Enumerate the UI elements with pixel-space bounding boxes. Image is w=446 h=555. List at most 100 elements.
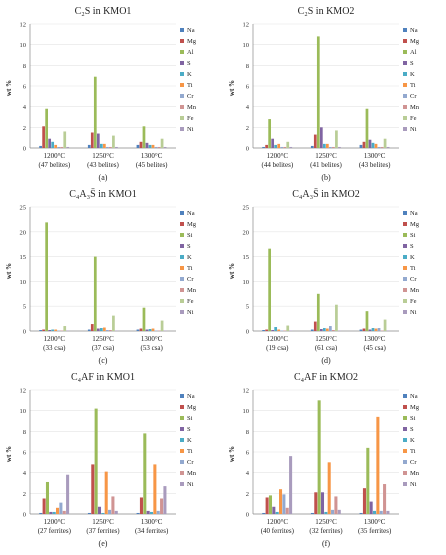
- bar-cr-2: [329, 326, 332, 331]
- legend-swatch-s: [180, 244, 184, 248]
- chart-title: C₄A₃S̄ in KMO2: [292, 188, 360, 200]
- legend-label: Ti: [410, 82, 416, 89]
- legend-swatch-mg: [403, 39, 407, 43]
- legend-swatch-cr: [180, 94, 184, 98]
- bar-ni-3: [164, 147, 167, 148]
- legend-label: Mg: [187, 404, 197, 411]
- legend-swatch-ti: [403, 83, 407, 87]
- bar-cr-1: [282, 494, 285, 514]
- y-tick-label: 25: [20, 205, 27, 212]
- y-tick-label: 0: [246, 512, 249, 519]
- legend-swatch-fe: [180, 299, 184, 303]
- bar-cr-1: [280, 147, 283, 148]
- bar-ti-2: [328, 462, 331, 514]
- legend-swatch-mn: [180, 471, 184, 475]
- legend-label: Na: [410, 27, 418, 34]
- bar-na-2: [88, 145, 91, 148]
- bar-si-1: [268, 249, 271, 331]
- x-tick-sublabel: (41 belites): [310, 161, 342, 169]
- legend-label: Cr: [410, 93, 417, 100]
- bar-si-1: [45, 222, 48, 331]
- bar-mn-2: [111, 496, 114, 514]
- legend-swatch-al: [403, 50, 407, 54]
- bar-k-3: [372, 143, 375, 148]
- bar-k-3: [149, 329, 152, 331]
- bar-k-1: [274, 327, 277, 331]
- legend-label: S: [187, 243, 191, 250]
- legend-swatch-ni: [403, 482, 407, 486]
- legend-swatch-ti: [180, 266, 184, 270]
- legend-label: K: [187, 71, 192, 78]
- bar-ni-1: [66, 475, 69, 514]
- x-tick-sublabel: (61 csa): [315, 344, 338, 352]
- bar-fe-1: [286, 326, 289, 331]
- y-tick-label: 25: [243, 205, 250, 212]
- y-tick-label: 15: [20, 254, 27, 261]
- legend-label: Si: [187, 232, 193, 239]
- bar-mg-2: [91, 324, 94, 331]
- bar-fe-3: [384, 320, 387, 331]
- legend-swatch-ti: [403, 449, 407, 453]
- legend-label: Ni: [187, 309, 194, 316]
- legend-swatch-fe: [403, 116, 407, 120]
- bar-s-2: [320, 127, 323, 148]
- bar-mn-1: [63, 511, 66, 514]
- bar-fe-1: [286, 142, 289, 148]
- y-tick-label: 6: [23, 450, 27, 457]
- legend-label: Cr: [410, 459, 417, 466]
- legend-label: Mn: [410, 470, 420, 477]
- bar-fe-2: [335, 130, 338, 148]
- bar-ti-1: [279, 489, 282, 514]
- bar-ti-3: [152, 329, 155, 331]
- x-tick-label: 1200°C: [267, 152, 289, 160]
- legend-swatch-mn: [403, 105, 407, 109]
- bar-si-2: [95, 409, 98, 514]
- bar-ti-2: [103, 144, 106, 148]
- bar-al-1: [268, 119, 271, 148]
- bar-cr-2: [331, 510, 334, 514]
- bar-ni-2: [338, 510, 341, 514]
- legend-label: Ni: [410, 126, 417, 133]
- bar-na-3: [137, 145, 140, 148]
- chart-title: C₄AF in KMO2: [294, 372, 358, 383]
- y-tick-label: 2: [246, 491, 249, 498]
- bar-ni-3: [386, 511, 389, 514]
- bar-cr-1: [59, 503, 62, 514]
- bar-na-3: [137, 330, 140, 331]
- x-tick-label: 1200°C: [44, 335, 66, 343]
- bar-fe-3: [161, 139, 164, 148]
- y-tick-label: 0: [246, 146, 249, 153]
- bar-ti-2: [326, 144, 329, 148]
- legend-swatch-ni: [403, 127, 407, 131]
- x-tick-sublabel: (45 belites): [136, 161, 168, 169]
- y-tick-label: 6: [23, 84, 27, 91]
- bar-ti-1: [54, 145, 57, 148]
- bar-al-3: [366, 109, 369, 148]
- bar-fe-2: [112, 136, 115, 148]
- legend-label: K: [410, 437, 415, 444]
- bar-na-3: [137, 513, 140, 514]
- legend-swatch-ni: [180, 482, 184, 486]
- bar-al-2: [94, 77, 97, 148]
- bar-cr-2: [108, 510, 111, 514]
- legend-swatch-ti: [180, 449, 184, 453]
- y-tick-label: 8: [23, 429, 26, 436]
- legend-swatch-fe: [180, 116, 184, 120]
- panel-label: (c): [99, 356, 108, 365]
- legend-label: Si: [410, 415, 416, 422]
- legend-swatch-s: [403, 244, 407, 248]
- bar-ti-3: [376, 417, 379, 514]
- legend-label: Mn: [410, 104, 420, 111]
- bar-na-1: [39, 146, 42, 148]
- legend-label: Ti: [187, 265, 193, 272]
- x-tick-label: 1300°C: [141, 518, 163, 526]
- legend-swatch-na: [180, 394, 184, 398]
- legend-swatch-mn: [180, 288, 184, 292]
- bar-na-3: [360, 330, 363, 331]
- panel-label: (f): [322, 539, 330, 548]
- legend-label: Mn: [187, 104, 197, 111]
- bar-na-2: [311, 146, 314, 148]
- y-tick-label: 6: [246, 84, 250, 91]
- bar-mn-2: [332, 330, 335, 331]
